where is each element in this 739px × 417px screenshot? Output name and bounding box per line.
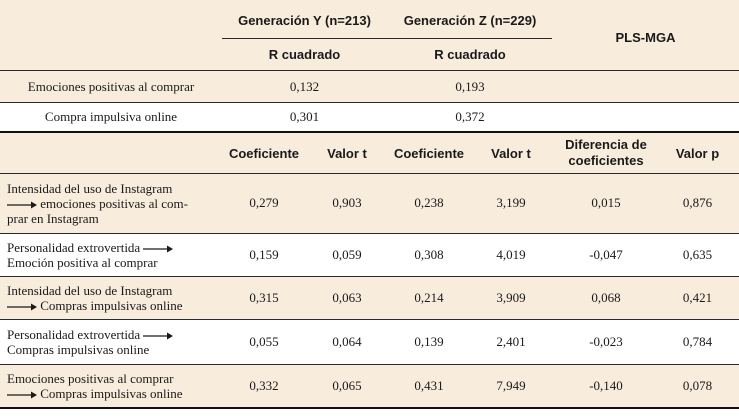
path-row-4-p: 0,784 <box>682 333 713 349</box>
path-row-3-label: Intensidad del uso de Instagram Compras … <box>7 277 222 319</box>
path-row-4-t-z: 2,401 <box>496 333 526 349</box>
path-row-2-line2: Emoción positiva al comprar <box>7 255 158 270</box>
path-row-2-t-z: 4,019 <box>496 246 526 262</box>
path-row-3-p: 0,421 <box>682 289 713 305</box>
t-z-heading: Valor t <box>491 145 531 161</box>
path-row-1-t-y: 0,903 <box>332 195 362 210</box>
path-row-1-line1: Intensidad del uso de Instagram <box>7 181 173 196</box>
r2-heading-z: R cuadrado <box>434 46 506 62</box>
path-row-4-diff: -0,023 <box>589 333 623 349</box>
path-row-4-t-y: 0,064 <box>332 333 362 349</box>
r2-row-1-label: Emociones positivas al comprar <box>27 78 195 94</box>
rule-8 <box>0 364 739 365</box>
path-row-3-t-y: 0,063 <box>332 289 362 305</box>
rule-6 <box>0 276 739 277</box>
path-row-4-coef-z: 0,139 <box>414 333 444 349</box>
path-row-2-coef-y: 0,159 <box>249 246 279 262</box>
path-row-4-line2: Compras impulsivas online <box>7 342 150 357</box>
path-row-5-t-z: 7,949 <box>496 377 526 393</box>
path-row-2-line1: Personalidad extrovertida <box>7 240 141 255</box>
path-row-2-diff: -0,047 <box>589 246 623 262</box>
r2-row-2-label: Compra impulsiva online <box>44 108 178 124</box>
path-row-3-coef-y: 0,315 <box>249 289 279 305</box>
group-z-heading: Generación Z (n=229) <box>403 12 537 28</box>
path-row-5-coef-y: 0,332 <box>249 377 279 393</box>
rule-under-groups <box>222 38 552 39</box>
rule-bottom <box>0 407 739 409</box>
header-band <box>0 0 739 70</box>
r2-row-1-z: 0,193 <box>455 78 485 94</box>
path-row-1-band <box>0 173 739 233</box>
r2-row-1-band <box>0 71 739 102</box>
p-heading: Valor p <box>675 145 720 161</box>
pls-mga-heading: PLS-MGA <box>615 29 676 45</box>
path-row-5-line2: Compras impulsivas online <box>40 386 183 401</box>
arrow-icon <box>7 391 37 399</box>
rule-7 <box>0 319 739 320</box>
path-row-1-diff: 0,015 <box>591 195 621 210</box>
arrow-icon <box>7 303 37 311</box>
path-row-1-coef-z: 0,238 <box>414 195 444 210</box>
arrow-icon <box>7 201 37 209</box>
path-row-5-coef-z: 0,431 <box>414 377 444 393</box>
r2-row-1-y: 0,132 <box>289 78 320 94</box>
diff-heading: Diferencia de coeficientes <box>565 137 647 168</box>
r2-row-2-z: 0,372 <box>455 108 485 124</box>
path-row-3-diff: 0,068 <box>591 289 621 305</box>
rule-1 <box>0 70 739 71</box>
path-row-4-label: Personalidad extrovertida Compras impuls… <box>7 320 222 364</box>
path-row-5-label: Emociones positivas al comprar Compras i… <box>7 365 222 407</box>
path-row-5-t-y: 0,065 <box>332 377 362 393</box>
path-row-5-line1: Emociones positivas al comprar <box>7 371 174 386</box>
rule-3 <box>0 131 739 133</box>
path-row-2-p: 0,635 <box>682 246 713 262</box>
path-row-1-line3: prar en Instagram <box>7 211 99 226</box>
path-row-3-coef-z: 0,214 <box>414 289 444 305</box>
path-row-5-diff: -0,140 <box>589 377 623 393</box>
path-row-1-label: Intensidad del uso de Instagram emocione… <box>7 176 222 231</box>
path-row-4-line1: Personalidad extrovertida <box>7 327 141 342</box>
path-row-3-t-z: 3,909 <box>496 289 526 305</box>
path-row-1-coef-y: 0,279 <box>249 195 279 210</box>
path-row-2-coef-z: 0,308 <box>414 246 444 262</box>
r2-row-2-y: 0,301 <box>289 108 320 124</box>
path-row-1-line2: emociones positivas al com- <box>40 196 188 211</box>
rule-2 <box>0 102 739 103</box>
r2-heading-y: R cuadrado <box>268 46 341 62</box>
group-y-heading: Generación Y (n=213) <box>238 12 371 28</box>
arrow-icon <box>143 332 174 340</box>
coef-header-band <box>0 133 739 173</box>
path-row-3-line2: Compras impulsivas online <box>40 298 183 313</box>
coef-y-heading: Coeficiente <box>228 145 300 161</box>
path-row-3-band <box>0 276 739 319</box>
rule-5 <box>0 233 739 234</box>
path-row-3-line1: Intensidad del uso de Instagram <box>7 283 173 298</box>
path-row-4-coef-y: 0,055 <box>249 333 279 349</box>
path-row-2-t-y: 0,059 <box>332 246 362 262</box>
arrow-icon <box>143 245 174 253</box>
path-row-1-p: 0,876 <box>682 195 713 210</box>
path-row-5-band <box>0 364 739 408</box>
path-row-1-t-z: 3,199 <box>496 195 526 210</box>
rule-4 <box>0 173 739 174</box>
path-row-2-label: Personalidad extrovertida Emoción positi… <box>7 234 222 276</box>
t-y-heading: Valor t <box>327 145 367 161</box>
coef-z-heading: Coeficiente <box>393 145 465 161</box>
path-row-5-p: 0,078 <box>682 377 713 393</box>
